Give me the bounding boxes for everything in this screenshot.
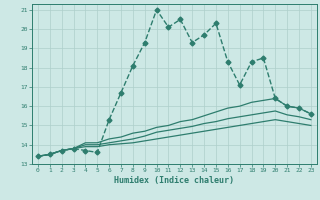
X-axis label: Humidex (Indice chaleur): Humidex (Indice chaleur) bbox=[115, 176, 234, 185]
